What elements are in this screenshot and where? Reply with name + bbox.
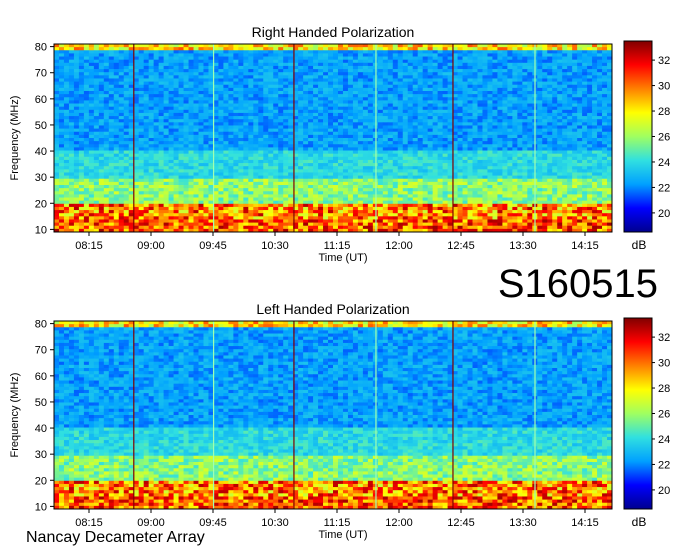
colorbar-tick-label: 30: [658, 81, 670, 93]
colorbar-tick-label: 20: [658, 208, 670, 220]
plot-frame: [53, 43, 613, 233]
colorbar-tick-label: 20: [658, 485, 670, 497]
x-axis-label: Time (UT): [318, 252, 367, 264]
colorbar-unit-label: dB: [632, 515, 647, 529]
x-tick-label: 08:15: [75, 240, 103, 252]
x-tick-label: 12:00: [385, 517, 413, 529]
plot-frame: [53, 320, 613, 510]
panel-right-polarization: Right Handed Polarization 10 20 30 40 50 60 70 8…: [9, 24, 670, 264]
y-tick-label: 40: [35, 423, 47, 435]
colorbar-tick-label: 32: [658, 55, 670, 67]
colorbar-tick-label: 22: [658, 459, 670, 471]
y-tick-label: 20: [35, 198, 47, 210]
colorbar-tick-label: 24: [658, 157, 670, 169]
colorbar-gradient: [623, 40, 653, 233]
x-tick-label: 12:45: [447, 240, 475, 252]
y-tick-label: 60: [35, 94, 47, 106]
y-tick-label: 40: [35, 146, 47, 158]
x-tick-label: 12:00: [385, 240, 413, 252]
colorbar-tick-label: 24: [658, 434, 670, 446]
x-tick-label: 14:15: [571, 240, 599, 252]
y-tick-label: 60: [35, 371, 47, 383]
x-tick-label: 11:15: [324, 240, 351, 252]
station-id-label: S160515: [497, 262, 658, 306]
colorbar: 20 22 24 26 28 30 32 dB: [623, 317, 670, 529]
x-tick-label: 09:45: [199, 240, 227, 252]
x-tick-label: 11:15: [324, 517, 351, 529]
y-tick-label: 80: [35, 319, 47, 331]
y-tick-label: 70: [35, 345, 47, 357]
y-tick-label: 10: [35, 224, 47, 236]
y-tick-label: 10: [35, 501, 47, 513]
y-tick-label: 80: [35, 42, 47, 54]
y-tick-label: 50: [35, 397, 47, 409]
x-tick-label: 09:00: [137, 240, 165, 252]
x-tick-label: 14:15: [571, 517, 599, 529]
observatory-label: Nancay Decameter Array: [26, 529, 205, 546]
y-tick-label: 70: [35, 68, 47, 80]
colorbar-tick-label: 28: [658, 106, 670, 118]
colorbar-unit-label: dB: [632, 238, 647, 252]
y-axis-label: Frequency (MHz): [9, 96, 21, 181]
colorbar-tick-label: 30: [658, 358, 670, 370]
y-tick-label: 30: [35, 449, 47, 461]
spectrogram-cells: [54, 44, 613, 233]
panel-left-polarization: Left Handed Polarization 10 20 30 40 50 60 70 80…: [9, 301, 670, 541]
x-tick-label: 13:30: [509, 517, 537, 529]
x-tick-label: 12:45: [447, 517, 475, 529]
colorbar-gradient: [623, 317, 653, 510]
x-tick-label: 10:30: [261, 240, 289, 252]
x-tick-label: 13:30: [509, 240, 537, 252]
x-axis-label: Time (UT): [318, 529, 367, 541]
colorbar-tick-label: 26: [658, 132, 670, 144]
y-axis-label: Frequency (MHz): [9, 373, 21, 458]
y-tick-label: 50: [35, 120, 47, 132]
x-tick-label: 09:00: [137, 517, 165, 529]
colorbar-tick-label: 28: [658, 383, 670, 395]
colorbar-tick-label: 26: [658, 409, 670, 421]
x-tick-label: 09:45: [199, 517, 227, 529]
y-tick-label: 20: [35, 475, 47, 487]
colorbar: 20 22 24 26 28 30 32 dB: [623, 40, 670, 252]
y-tick-label: 30: [35, 172, 47, 184]
colorbar-tick-label: 32: [658, 332, 670, 344]
chart-title: Right Handed Polarization: [252, 24, 415, 40]
spectrogram-cells: [54, 321, 613, 510]
chart-title: Left Handed Polarization: [256, 301, 409, 317]
x-tick-label: 08:15: [75, 517, 103, 529]
colorbar-tick-label: 22: [658, 182, 670, 194]
x-tick-label: 10:30: [261, 517, 289, 529]
